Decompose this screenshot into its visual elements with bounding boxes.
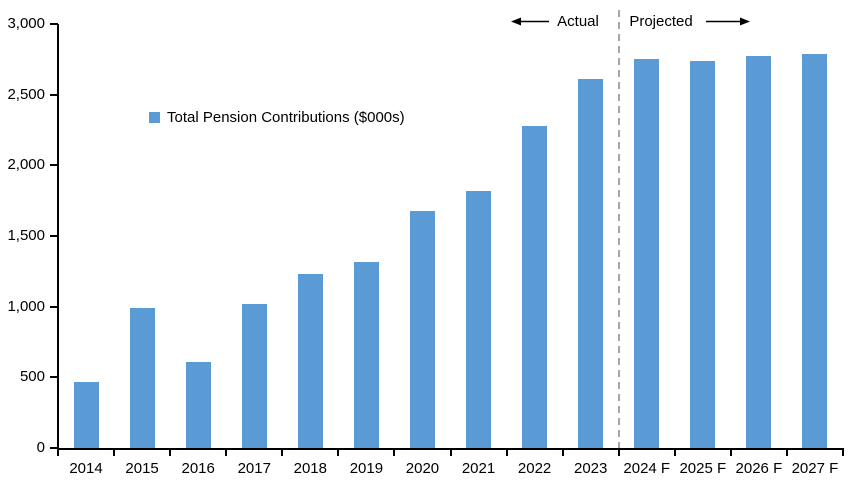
- bar-2014: [73, 382, 99, 448]
- y-axis-tick-mark: [50, 164, 58, 167]
- x-axis-label-2021: 2021: [461, 460, 496, 477]
- bar-2025-f: [690, 60, 716, 448]
- x-axis-label-2017: 2017: [237, 460, 271, 477]
- y-axis-tick-label: 2,000: [7, 156, 45, 174]
- y-axis-tick-label: 3,000: [7, 15, 45, 32]
- bar-2018: [297, 274, 323, 448]
- bar-2015: [129, 308, 155, 448]
- y-axis-tick-label: 0: [36, 439, 45, 456]
- actual-label: Actual: [557, 13, 599, 30]
- x-axis-tick-mark: [57, 450, 59, 456]
- y-axis-tick-mark: [50, 305, 58, 308]
- y-axis-tick-mark: [50, 23, 58, 25]
- y-axis-tick-mark: [50, 376, 58, 379]
- bar-2017: [241, 303, 267, 448]
- y-axis-tick-mark: [50, 447, 58, 449]
- bar-2016: [185, 362, 211, 448]
- bar-2020: [409, 210, 435, 448]
- bar-2026-f: [746, 55, 772, 448]
- x-axis-label-2020: 2020: [405, 460, 440, 477]
- bar-2024-f: [634, 59, 660, 448]
- x-axis-label-2015: 2015: [125, 460, 159, 477]
- x-axis-label-2014: 2014: [69, 460, 103, 477]
- x-axis-label-2019: 2019: [349, 460, 384, 477]
- x-axis-tick-mark: [729, 450, 732, 456]
- x-axis-tick-mark: [281, 450, 284, 456]
- x-axis-label-2022: 2022: [517, 460, 552, 477]
- x-axis-label-2016: 2016: [181, 460, 215, 477]
- x-axis-tick-mark: [673, 450, 676, 456]
- x-axis-line: [57, 448, 844, 450]
- x-axis-label-2018: 2018: [293, 460, 327, 477]
- legend: Total Pension Contributions ($000s): [149, 109, 405, 126]
- x-axis-tick-mark: [169, 450, 172, 456]
- y-axis-tick-mark: [50, 235, 58, 237]
- x-axis-tick-mark: [785, 450, 788, 456]
- legend-swatch-icon: [149, 112, 160, 123]
- y-axis-tick-label: 1,000: [7, 297, 45, 315]
- y-axis-tick-label: 500: [19, 368, 45, 386]
- actual-projected-divider-line: [617, 10, 620, 448]
- x-axis-tick-mark: [337, 450, 340, 456]
- left-arrow-icon: [511, 17, 549, 26]
- bar-2022: [522, 125, 548, 448]
- right-arrow-icon: [706, 17, 750, 26]
- x-axis-label-2025-f: 2025 F: [679, 460, 727, 477]
- x-axis-tick-mark: [225, 450, 228, 456]
- projected-label: Projected: [629, 13, 693, 30]
- x-axis-label-2024-f: 2024 F: [623, 460, 671, 477]
- y-axis-line: [57, 24, 59, 450]
- x-axis-tick-mark: [561, 450, 564, 456]
- bar-2019: [353, 262, 379, 448]
- x-axis-tick-mark: [617, 450, 620, 456]
- x-axis-label-2026-f: 2026 F: [735, 460, 783, 477]
- x-axis-tick-mark: [449, 450, 452, 456]
- bar-2021: [466, 191, 492, 448]
- x-axis-tick-mark: [393, 450, 396, 456]
- bar-2023: [578, 79, 604, 448]
- y-axis-tick-label: 1,500: [7, 227, 45, 244]
- y-axis-tick-mark: [50, 93, 58, 96]
- x-axis-label-2023: 2023: [573, 460, 608, 477]
- x-axis-label-2027-f: 2027 F: [791, 460, 839, 477]
- y-axis-tick-label: 2,500: [7, 85, 45, 103]
- legend-label: Total Pension Contributions ($000s): [167, 109, 405, 126]
- x-axis-tick-mark: [505, 450, 508, 456]
- bar-2027-f: [802, 53, 828, 448]
- x-axis-tick-mark: [113, 450, 116, 456]
- x-axis-tick-mark: [842, 450, 844, 456]
